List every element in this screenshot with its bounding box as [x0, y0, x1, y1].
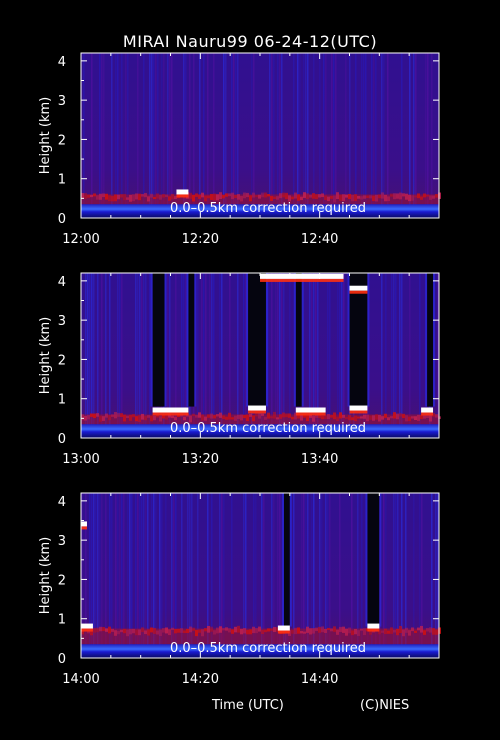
x-tick-label: 12:20 [182, 232, 219, 247]
y-axis-label: Height (km) [38, 97, 53, 174]
x-tick-label: 12:00 [62, 232, 99, 247]
x-tick-label: 12:40 [301, 232, 338, 247]
clear-column [427, 273, 434, 407]
aerosol-layer [81, 194, 439, 205]
panel-1: 0 1 2 3 4 Height (km) 12:00 12:20 12:40 0.0–0.5km… [0, 40, 500, 260]
y-tick-label: 0 [58, 212, 66, 227]
panel-2: 0 1 2 3 4 Height (km) 13:00 13:20 13:40 0.0–0.5km… [0, 260, 500, 480]
clear-column [188, 273, 195, 407]
cloud-layer [176, 189, 189, 195]
clear-column [295, 273, 302, 407]
cloud-layer [277, 625, 290, 631]
y-tick-label: 2 [58, 353, 66, 368]
cloud-layer [81, 623, 93, 629]
lidar-panel-1: 0 1 2 3 4 Height (km) 12:00 12:20 12:40 0.0–0.5km… [38, 52, 441, 247]
y-tick-label: 1 [58, 393, 66, 408]
surface-band [81, 644, 439, 658]
correction-annotation: 0.0–0.5km correction required [170, 201, 366, 216]
y-axis-label: Height (km) [38, 537, 53, 614]
clear-column [283, 493, 290, 627]
y-tick-label: 4 [58, 495, 66, 510]
surface-band [81, 424, 439, 438]
surface-band [81, 204, 439, 218]
cloud-layer [295, 407, 326, 413]
y-axis-label: Height (km) [38, 317, 53, 394]
y-tick-label: 1 [58, 173, 66, 188]
y-tick-label: 2 [58, 573, 66, 588]
clear-column [349, 273, 368, 407]
backscatter-field [81, 53, 439, 218]
x-tick-label: 13:40 [301, 452, 338, 467]
y-tick-label: 3 [58, 314, 66, 329]
panel-3: 0 1 2 3 4 Height (km) 14:00 14:20 14:40 0.0–0.5km… [0, 480, 500, 700]
x-axis-label: Time (UTC) [212, 698, 284, 713]
x-tick-label: 13:20 [182, 452, 219, 467]
cloud-layer [349, 285, 368, 291]
x-tick-label: 14:20 [182, 672, 219, 687]
correction-annotation: 0.0–0.5km correction required [170, 641, 366, 656]
y-tick-label: 2 [58, 133, 66, 148]
cloud-layer [367, 623, 380, 629]
cloud-layer [152, 407, 189, 413]
x-tick-label: 14:00 [62, 672, 99, 687]
y-tick-label: 3 [58, 534, 66, 549]
lidar-panel-3: 0 1 2 3 4 Height (km) 14:00 14:20 14:40 0.0–0.5km… [38, 492, 441, 687]
lidar-panel-2: 0 1 2 3 4 Height (km) 13:00 13:20 13:40 0.0–0.5km… [38, 272, 441, 467]
y-tick-label: 0 [58, 652, 66, 667]
chart-title: MIRAI Nauru99 06-24-12(UTC) [122, 32, 378, 51]
y-tick-label: 0 [58, 432, 66, 447]
cloud-layer [349, 405, 368, 411]
y-tick-label: 4 [58, 55, 66, 70]
y-tick-label: 3 [58, 94, 66, 109]
correction-annotation: 0.0–0.5km correction required [170, 421, 366, 436]
cloud-layer [248, 405, 266, 411]
credit-label: (C)NIES [360, 698, 410, 713]
cloud-layer [81, 521, 87, 527]
x-tick-label: 14:40 [301, 672, 338, 687]
x-tick-label: 13:00 [62, 452, 99, 467]
cloud-layer [260, 273, 344, 279]
y-tick-label: 4 [58, 275, 66, 290]
clear-column [367, 493, 380, 627]
y-tick-label: 1 [58, 613, 66, 628]
aerosol-layer [81, 414, 439, 425]
cloud-layer [421, 407, 434, 413]
clear-column [248, 273, 266, 407]
clear-column [152, 273, 165, 407]
